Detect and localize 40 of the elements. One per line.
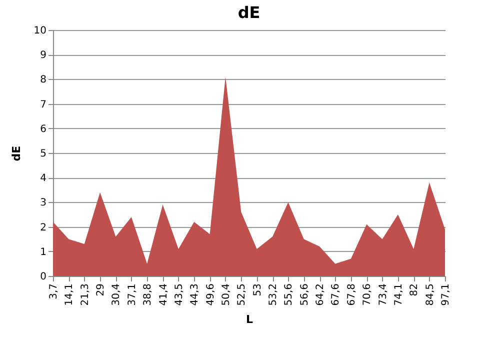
y-tick-label: 2 — [40, 222, 46, 234]
y-tick-label: 7 — [40, 99, 46, 110]
y-tick-label: 8 — [40, 74, 46, 86]
x-tick-label: 73,4 — [378, 284, 389, 306]
y-tick-label: 9 — [40, 50, 46, 62]
x-tick-label: 21,3 — [80, 284, 91, 306]
x-tick-label: 14,1 — [64, 284, 76, 306]
x-tick-label: 53,2 — [268, 284, 280, 306]
y-tick-label: 6 — [40, 124, 46, 135]
x-tick-label: 82 — [409, 284, 420, 296]
y-axis-title: dE — [10, 146, 23, 162]
y-tick-label: 4 — [40, 173, 46, 184]
y-tick-label: 1 — [40, 246, 46, 258]
x-tick-label: 97,1 — [440, 284, 452, 306]
y-tick-label: 3 — [40, 198, 46, 209]
x-tick-label: 30,4 — [111, 284, 122, 306]
x-tick-label: 52,5 — [236, 284, 248, 306]
x-axis-title: L — [246, 312, 254, 326]
x-tick-label: 64,2 — [315, 284, 326, 306]
y-tick-label: 10 — [34, 26, 46, 36]
x-tick-label: 44,3 — [190, 284, 201, 306]
x-tick-label: 3,7 — [48, 284, 60, 300]
y-tick-label: 0 — [40, 272, 46, 282]
x-tick-label: 53 — [252, 284, 264, 296]
x-tick-label: 50,4 — [220, 284, 232, 306]
x-tick-label: 38,8 — [142, 284, 154, 306]
x-tick-label: 29 — [96, 284, 107, 296]
x-tick-label: 55,6 — [284, 284, 295, 306]
x-tick-label: 37,1 — [126, 284, 138, 306]
x-tick-label: 67,6 — [330, 284, 342, 306]
x-tick-label: 74,1 — [393, 284, 404, 306]
y-tick-label: 5 — [40, 148, 46, 160]
x-tick-label: 41,4 — [158, 284, 170, 306]
x-tick-label: 70,6 — [362, 284, 374, 306]
x-tick-label: 43,5 — [174, 284, 185, 306]
x-tick-label: 49,6 — [205, 284, 216, 306]
x-tick-label: 67,8 — [346, 284, 358, 306]
x-tick-label: 56,6 — [299, 284, 310, 306]
x-tick-label: 84,5 — [424, 284, 436, 306]
chart-title: dE — [238, 3, 260, 22]
